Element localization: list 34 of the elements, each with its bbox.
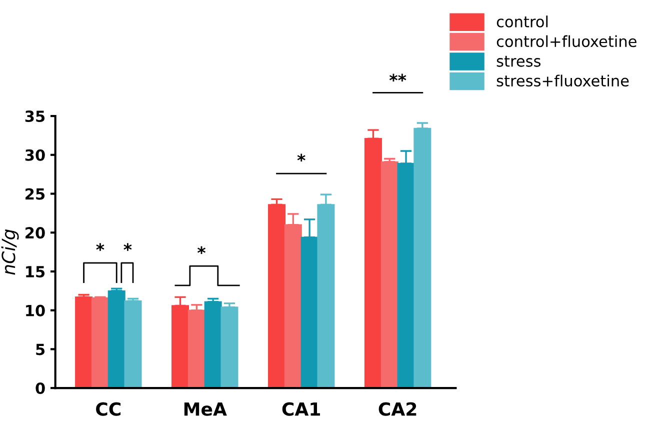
bar <box>124 300 142 388</box>
annotation: * <box>96 243 104 251</box>
x-tick-label: CA1 <box>282 402 320 416</box>
annotation: * <box>124 243 132 251</box>
bar <box>268 204 286 388</box>
y-axis-title: nCi/g <box>1 229 19 275</box>
x-tick-label: MeA <box>184 402 227 416</box>
legend-label: stress+fluoxetine <box>496 74 629 87</box>
y-tick-label: 5 <box>36 344 45 356</box>
annotation: * <box>297 154 306 162</box>
legend-label: control+fluoxetine <box>496 35 636 48</box>
bar <box>364 138 382 388</box>
x-tick-label: CA2 <box>378 402 416 416</box>
bar <box>91 297 109 388</box>
bar <box>414 128 432 388</box>
legend-label: control <box>496 16 548 28</box>
y-tick-label: 30 <box>25 149 45 161</box>
x-tick-label: CC <box>96 402 120 416</box>
annotation: * <box>197 246 206 254</box>
bar <box>108 290 126 388</box>
y-tick-label: 20 <box>26 227 45 239</box>
bar <box>188 310 206 388</box>
legend-label: stress <box>496 56 540 67</box>
bar <box>75 296 93 388</box>
y-tick-label: 35 <box>25 110 45 122</box>
y-tick-label: 0 <box>36 382 45 394</box>
bar <box>204 301 222 388</box>
bar <box>380 161 398 388</box>
bar <box>220 306 238 388</box>
y-tick-label: 10 <box>26 304 45 316</box>
y-tick-label: 25 <box>26 188 45 200</box>
y-tick-label: 15 <box>26 266 45 278</box>
bar <box>397 162 415 388</box>
text: ** <box>389 74 406 82</box>
